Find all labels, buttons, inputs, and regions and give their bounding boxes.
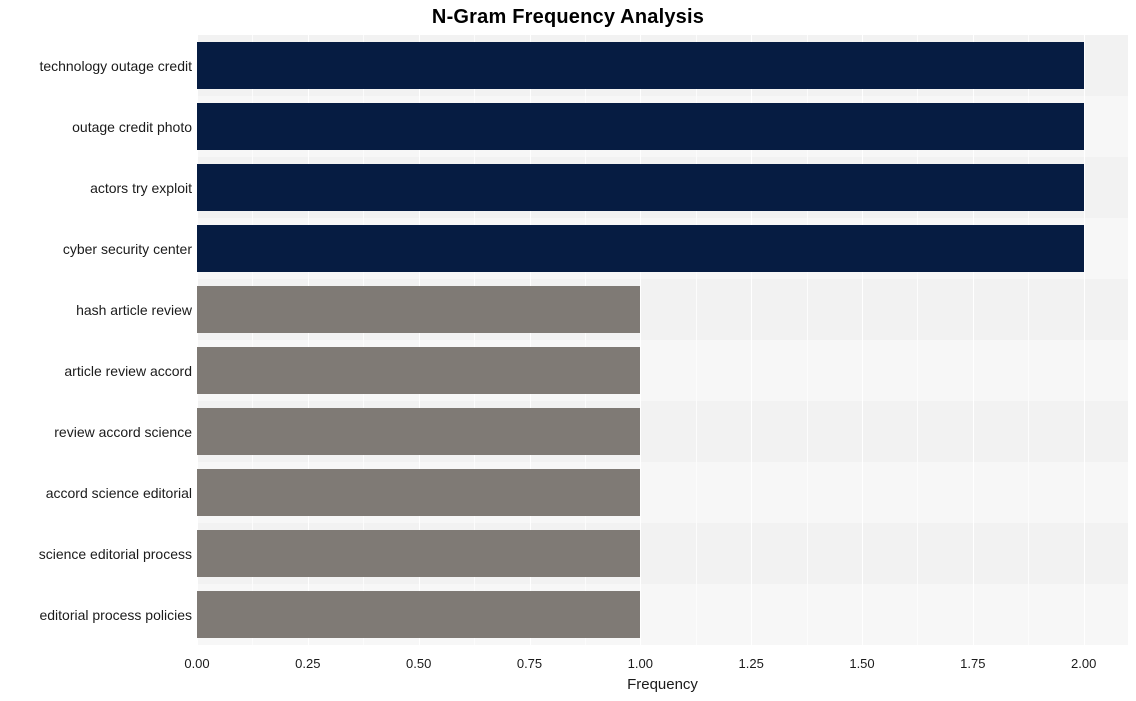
y-tick-label: cyber security center	[63, 241, 192, 257]
x-tick-label: 0.25	[283, 656, 333, 671]
x-tick-label: 0.75	[505, 656, 555, 671]
y-tick-label: science editorial process	[39, 546, 192, 562]
x-axis-title: Frequency	[197, 676, 1128, 693]
x-tick-label: 1.50	[837, 656, 887, 671]
gridline-major	[1084, 35, 1085, 645]
y-tick-label: actors try exploit	[90, 180, 192, 196]
y-tick-label: editorial process policies	[39, 607, 192, 623]
x-tick-label: 1.75	[948, 656, 998, 671]
x-tick-label: 0.00	[172, 656, 222, 671]
x-tick-label: 1.25	[726, 656, 776, 671]
bar	[197, 591, 640, 639]
x-tick-label: 0.50	[394, 656, 444, 671]
x-tick-label: 1.00	[615, 656, 665, 671]
y-tick-label: accord science editorial	[46, 485, 192, 501]
bar	[197, 469, 640, 517]
x-tick-label: 2.00	[1059, 656, 1109, 671]
y-tick-label: hash article review	[76, 302, 192, 318]
chart-title: N-Gram Frequency Analysis	[0, 6, 1136, 29]
plot-area	[197, 35, 1128, 645]
bar	[197, 408, 640, 456]
bar	[197, 347, 640, 395]
chart-container: N-Gram Frequency Analysis Frequency tech…	[0, 0, 1136, 701]
y-tick-label: outage credit photo	[72, 119, 192, 135]
bar	[197, 225, 1084, 273]
bar	[197, 103, 1084, 151]
y-tick-label: technology outage credit	[39, 58, 192, 74]
bar	[197, 286, 640, 334]
bar	[197, 42, 1084, 90]
y-tick-label: article review accord	[64, 363, 192, 379]
bar	[197, 164, 1084, 212]
y-tick-label: review accord science	[54, 424, 192, 440]
bar	[197, 530, 640, 578]
